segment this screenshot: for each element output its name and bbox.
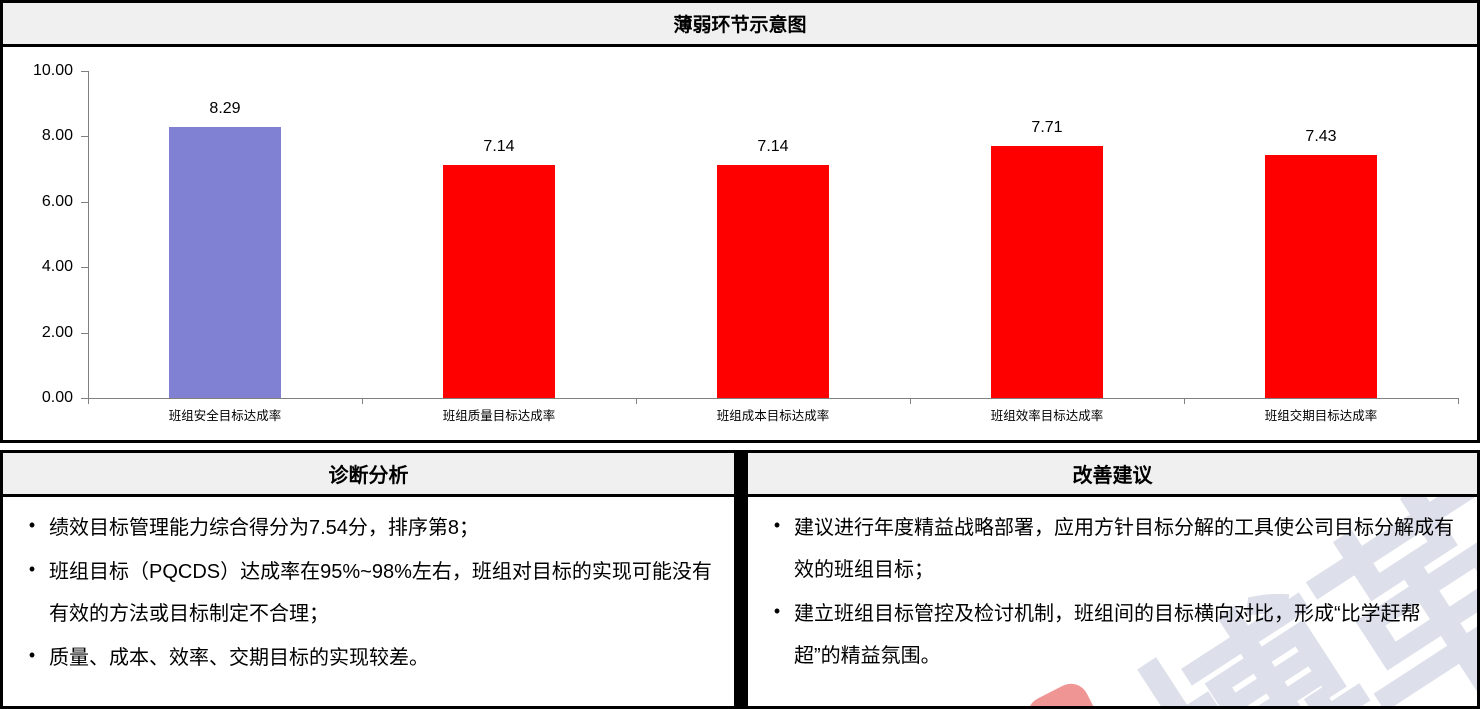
bar-5	[1265, 155, 1377, 398]
bar-value-label: 7.43	[1305, 128, 1337, 146]
bullet-item: • 绩效目标管理能力综合得分为7.54分，排序第8；	[15, 507, 718, 549]
y-axis-tick-label: 10.00	[32, 62, 73, 79]
bullet-text: 班组目标（PQCDS）达成率在95%~98%左右，班组对目标的实现可能没有有效的…	[49, 561, 712, 625]
bullet-text: 建立班组目标管控及检讨机制，班组间的目标横向对比，形成“比学赶帮超”的精益氛围。	[794, 603, 1421, 667]
y-axis-tick-label: 2.00	[41, 323, 73, 341]
diagnosis-list: • 绩效目标管理能力综合得分为7.54分，排序第8； • 班组目标（PQCDS）达成率…	[15, 507, 718, 679]
bar-4	[991, 145, 1103, 398]
chart-title: 薄弱环节示意图	[673, 15, 807, 36]
bullet-marker: •	[28, 515, 36, 535]
bottom-section: 诊断分析 • 绩效目标管理能力综合得分为7.54分，排序第8； • 班组目标（PQCD…	[0, 450, 1480, 709]
suggestion-panel-header: 改善建议	[748, 453, 1477, 497]
x-axis-tick	[636, 398, 637, 404]
x-axis-category-label: 班组安全目标达成率	[168, 409, 282, 423]
diagnosis-panel-body: • 绩效目标管理能力综合得分为7.54分，排序第8； • 班组目标（PQCDS）达成率…	[3, 497, 734, 679]
y-axis-tick	[81, 136, 88, 138]
bar-value-label: 7.14	[757, 137, 789, 155]
x-axis-tick	[362, 398, 363, 404]
bar-2	[443, 164, 555, 398]
suggestion-panel-body: • 建议进行年度精益战略部署，应用方针目标分解的工具使公司目标分解成有效的班组目标…	[748, 497, 1477, 677]
suggestion-panel-title: 改善建议	[1072, 465, 1153, 487]
y-axis-tick-label: 6.00	[41, 192, 73, 210]
bullet-marker: •	[28, 645, 36, 665]
x-axis-tick	[1184, 398, 1185, 404]
bar-3	[717, 164, 829, 398]
x-axis-tick	[88, 398, 89, 404]
bar-value-label: 7.71	[1031, 118, 1063, 136]
y-axis-tick	[81, 71, 88, 72]
suggestion-panel: 改善建议 • 建议进行年度精益战略部署，应用方针目标分解的工具使公司目标分解成有效…	[745, 450, 1480, 709]
bullet-marker: •	[773, 515, 781, 535]
bullet-item: • 建立班组目标管控及检讨机制，班组间的目标横向对比，形成“比学赶帮超”的精益氛围…	[760, 593, 1461, 677]
y-axis-tick	[81, 267, 88, 269]
y-axis-tick	[81, 201, 88, 203]
bullet-marker: •	[773, 601, 781, 621]
x-axis-category-label: 班组质量目标达成率	[442, 409, 556, 423]
bullet-marker: •	[28, 559, 36, 579]
y-axis-tick-label: 8.00	[41, 127, 73, 145]
chart-section: 薄弱环节示意图 0.00 2.00 4.00 6.00 8.00 10.00 8.29 班组安…	[0, 0, 1480, 443]
x-axis-category-label: 班组成本目标达成率	[716, 409, 830, 423]
bar-value-label: 7.14	[483, 137, 515, 155]
suggestion-list: • 建议进行年度精益战略部署，应用方针目标分解的工具使公司目标分解成有效的班组目标…	[760, 507, 1461, 677]
y-axis-tick	[81, 398, 88, 399]
chart-plot-area: 0.00 2.00 4.00 6.00 8.00 10.00 8.29 班组安全目标达成率 7.…	[3, 47, 1477, 440]
bullet-item: • 质量、成本、效率、交期目标的实现较差。	[15, 637, 718, 679]
diagnosis-panel-title: 诊断分析	[328, 465, 409, 487]
x-axis-line	[88, 398, 1459, 399]
watermark-red-mark	[1021, 677, 1188, 706]
bullet-text: 建议进行年度精益战略部署，应用方针目标分解的工具使公司目标分解成有效的班组目标；	[794, 517, 1454, 581]
y-axis-tick-label: 0.00	[41, 389, 73, 406]
x-axis-category-label: 班组效率目标达成率	[990, 409, 1104, 423]
x-axis-category-label: 班组交期目标达成率	[1264, 409, 1378, 423]
y-axis-tick-label: 4.00	[41, 258, 73, 276]
bar-value-label: 8.29	[209, 99, 241, 117]
diagnosis-panel: 诊断分析 • 绩效目标管理能力综合得分为7.54分，排序第8； • 班组目标（PQCD…	[0, 450, 737, 709]
y-axis-line	[88, 71, 89, 398]
x-axis-tick	[910, 398, 911, 404]
bullet-text: 绩效目标管理能力综合得分为7.54分，排序第8；	[49, 517, 480, 539]
bullet-item: • 建议进行年度精益战略部署，应用方针目标分解的工具使公司目标分解成有效的班组目标…	[760, 507, 1461, 591]
diagnosis-panel-header: 诊断分析	[3, 453, 734, 497]
y-axis-tick	[81, 332, 88, 334]
chart-title-bar: 薄弱环节示意图	[3, 3, 1477, 47]
x-axis-tick	[1458, 398, 1459, 404]
bar-1	[169, 126, 281, 398]
bullet-item: • 班组目标（PQCDS）达成率在95%~98%左右，班组对目标的实现可能没有有效…	[15, 551, 718, 635]
bullet-text: 质量、成本、效率、交期目标的实现较差。	[49, 647, 429, 669]
